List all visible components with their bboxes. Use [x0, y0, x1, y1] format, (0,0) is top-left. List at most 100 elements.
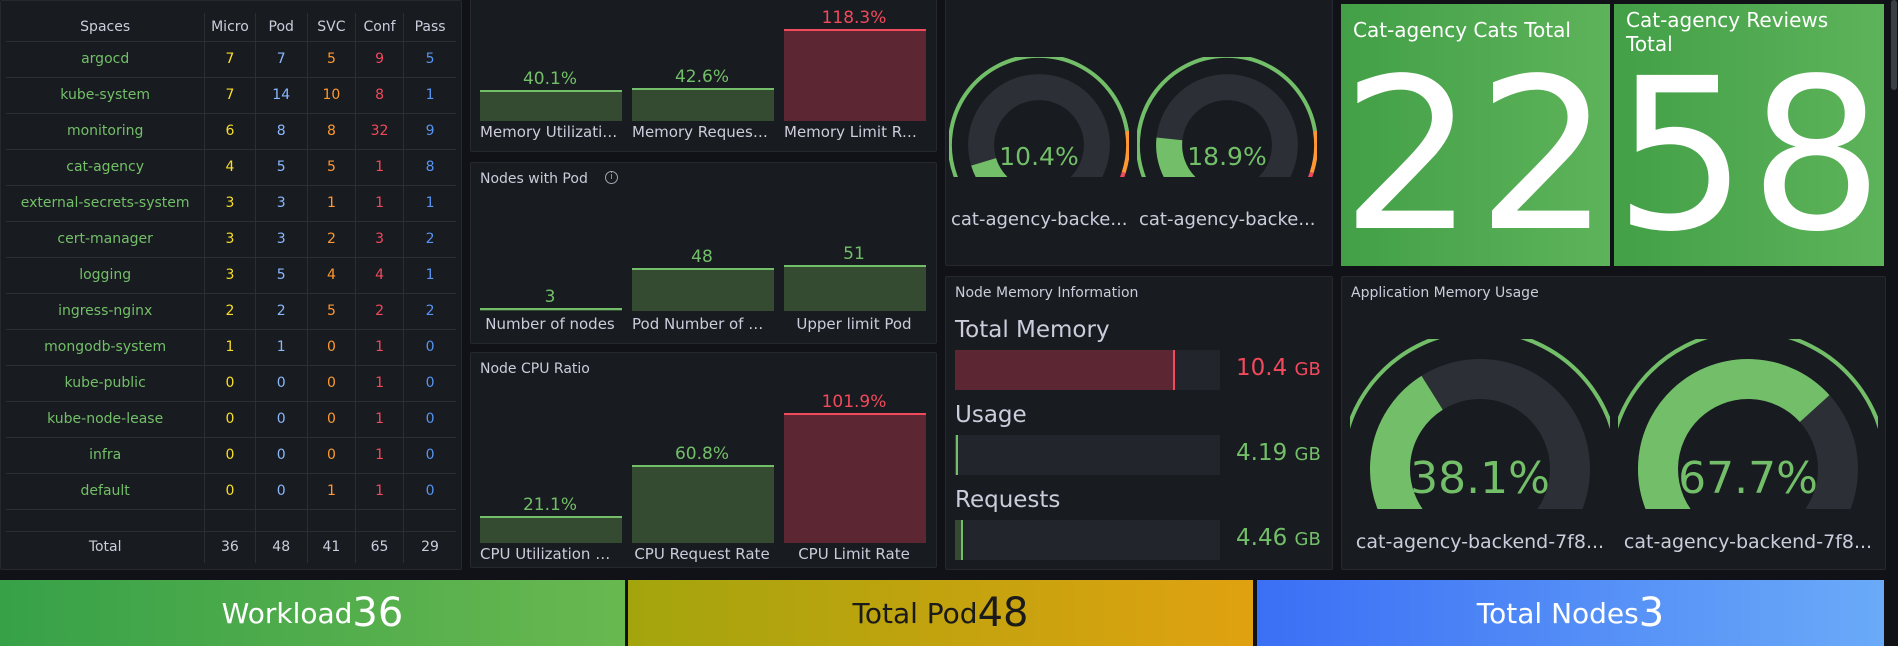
cell-value: 0: [307, 437, 356, 474]
bar-value: 101.9%: [821, 392, 887, 412]
cell-value: 0: [403, 437, 456, 474]
namespace-name: external-secrets-system: [6, 185, 206, 222]
cell-value: 5: [307, 149, 356, 186]
table-spacer: [6, 509, 456, 531]
cell-value: 1: [355, 149, 405, 186]
total-value: 48: [255, 530, 308, 563]
stat-value: 22: [1341, 33, 1610, 266]
table-row: default 0 0 1 1 0: [6, 473, 456, 510]
bar: [480, 89, 622, 121]
bar-label: Memory Request R...: [632, 123, 772, 141]
bar: [480, 516, 622, 543]
cell-value: 0: [307, 401, 356, 438]
cell-value: 1: [403, 185, 456, 222]
bar: [632, 87, 774, 121]
bar-value: 60.8%: [674, 444, 729, 465]
threshold-ok: [1137, 57, 1317, 177]
cell-value: 8: [255, 113, 308, 150]
node-memory-panel: Node Memory Information Total Memory 10.4…: [945, 276, 1333, 570]
total-label: Total: [6, 530, 206, 563]
bar-label: CPU Limit Rate: [798, 545, 910, 563]
table-row: cert-manager 3 3 2 3 2: [6, 221, 456, 258]
banner-label: Total Pod: [852, 596, 978, 630]
cell-value: 0: [204, 401, 256, 438]
cell-value: 0: [255, 401, 308, 438]
column-header[interactable]: Spaces: [6, 13, 206, 42]
cell-value: 0: [255, 365, 308, 402]
bar: [784, 29, 926, 121]
namespace-name: kube-node-lease: [6, 401, 206, 438]
cell-value: 4: [204, 149, 256, 186]
column-header[interactable]: Pod: [255, 13, 308, 42]
cell-value: 1: [355, 185, 405, 222]
value-number: 4.46: [1236, 525, 1288, 551]
threshold-ok: [1618, 339, 1878, 509]
cell-value: 1: [355, 329, 405, 366]
bar-value: 118.3%: [821, 8, 887, 28]
column-header[interactable]: SVC: [307, 13, 356, 42]
memory-rate-panel: 40.1% Memory Utilization 42.6% Memory Reque…: [470, 0, 937, 152]
namespace-name: kube-public: [6, 365, 206, 402]
namespace-table: Spaces Micro Pod SVC Conf Pass argocd 7 7 5 9 5 kub…: [6, 13, 456, 563]
total-pod-banner: Total Pod 48: [628, 580, 1253, 646]
bar: [784, 265, 926, 311]
reviews-total-stat: Cat-agency Reviews Total 58: [1614, 4, 1884, 266]
app-memory-panel: Application Memory Usage 38.1% cat-agency…: [1341, 276, 1886, 570]
table-row: cat-agency 4 5 5 1 8: [6, 149, 456, 186]
table-row: ingress-nginx 2 2 5 2 2: [6, 293, 456, 330]
bargauge-label: Requests: [955, 487, 1061, 513]
namespace-name: mongodb-system: [6, 329, 206, 366]
cell-value: 4: [307, 257, 356, 294]
bargauge-value: 4.46 GB: [1236, 525, 1321, 551]
gauge-fill: [1638, 359, 1830, 509]
table-row: infra 0 0 0 1 0: [6, 437, 456, 474]
threshold-ok: [949, 57, 1129, 177]
bar-value: 51: [843, 244, 865, 264]
bargauge-label: Total Memory: [955, 317, 1110, 343]
gauge-label: cat-agency-backend-7f8...: [1355, 531, 1605, 553]
cell-value: 1: [307, 473, 356, 510]
cell-value: 32: [355, 113, 405, 150]
panel-title: Node Memory Information: [955, 285, 1139, 301]
spacer-cell: [6, 509, 206, 531]
table-row: argocd 7 7 5 9 5: [6, 41, 456, 78]
panel-title: Application Memory Usage: [1351, 285, 1539, 301]
banner-value: 48: [977, 590, 1029, 636]
bargauge-value: 10.4 GB: [1236, 355, 1321, 381]
table-row: external-secrets-system 3 3 1 1 1: [6, 185, 456, 222]
cell-value: 5: [255, 149, 308, 186]
namespace-name: infra: [6, 437, 206, 474]
namespace-name: cert-manager: [6, 221, 206, 258]
value-unit: GB: [1294, 444, 1321, 465]
cell-value: 2: [255, 293, 308, 330]
column-header[interactable]: Micro: [204, 13, 256, 42]
panel-title: Node CPU Ratio: [480, 361, 590, 377]
info-icon[interactable]: i: [605, 171, 618, 184]
cell-value: 0: [307, 365, 356, 402]
scrollbar[interactable]: [1891, 0, 1897, 90]
node-cpu-ratio-panel: Node CPU Ratio 21.1% CPU Utilization Rate…: [470, 352, 937, 568]
cell-value: 2: [204, 293, 256, 330]
total-value: 41: [307, 530, 356, 563]
banner-value: 36: [352, 590, 404, 636]
cell-value: 7: [204, 41, 256, 78]
gauge-value: 38.1%: [1410, 453, 1550, 504]
cell-value: 5: [255, 257, 308, 294]
cell-value: 0: [204, 365, 256, 402]
table-row: logging 3 5 4 4 1: [6, 257, 456, 294]
gauge-value: 10.4%: [999, 142, 1079, 171]
bar-label: Memory Limit Rate: [784, 123, 924, 141]
bar-value: 3: [544, 287, 556, 308]
cell-value: 1: [307, 185, 356, 222]
cell-value: 2: [307, 221, 356, 258]
column-header[interactable]: Pass: [403, 13, 456, 42]
cell-value: 3: [204, 221, 256, 258]
namespace-table-panel: Spaces Micro Pod SVC Conf Pass argocd 7 7 5 9 5 kub…: [0, 0, 462, 570]
threshold-crit: [1119, 171, 1126, 177]
column-header[interactable]: Conf: [355, 13, 405, 42]
bargauge-fill: [955, 520, 963, 560]
cell-value: 14: [255, 77, 308, 114]
cell-value: 5: [403, 41, 456, 78]
value-number: 4.19: [1236, 440, 1288, 466]
bar: [632, 267, 774, 311]
